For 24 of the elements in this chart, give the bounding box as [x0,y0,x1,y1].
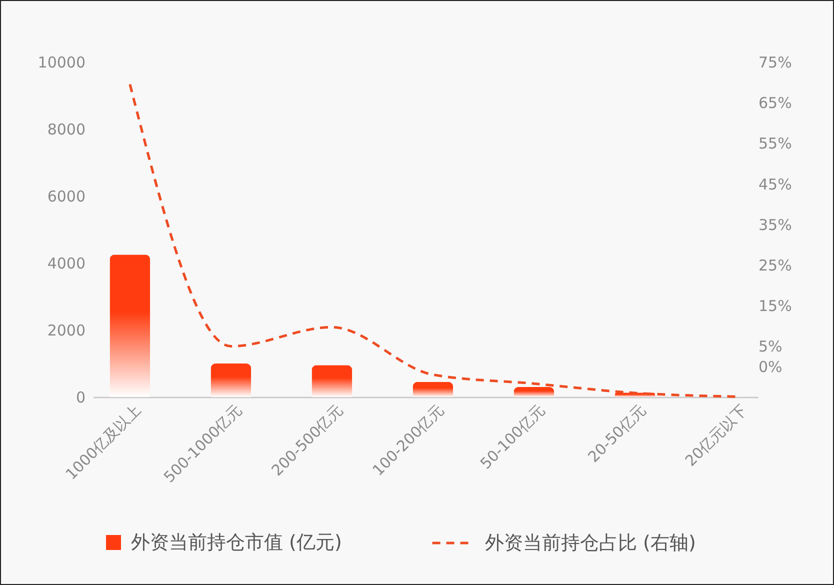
legend-label: 外资当前持仓占比 (右轴) [485,532,696,554]
x-tick-label: 20亿元以下 [682,401,750,470]
y2-tick-label: 0% [758,358,782,376]
y2-tick-label: 35% [758,216,792,234]
y-tick-label: 10000 [38,54,86,72]
y-tick-label: 8000 [47,120,86,138]
y2-tick-label: 5% [758,338,782,356]
y2-tick-label: 25% [758,256,792,275]
y-tick-label: 2000 [47,322,86,340]
bar [412,382,454,397]
y2-tick-label: 75% [758,54,792,72]
y2-tick-label: 65% [758,94,792,112]
bar [210,364,252,397]
bar [110,254,150,397]
bar [514,386,554,397]
legend-label: 外资当前持仓市值 (亿元) [131,532,342,554]
y2-tick-label: 55% [758,134,792,153]
y2-tick-label: 15% [758,297,792,316]
y2-tick-label: 45% [758,175,792,194]
line-series [128,83,738,398]
y-tick-label: 4000 [47,254,86,272]
y-tick-label: 6000 [47,188,86,206]
y-tick-label: 0 [76,388,86,406]
bar [312,365,352,397]
